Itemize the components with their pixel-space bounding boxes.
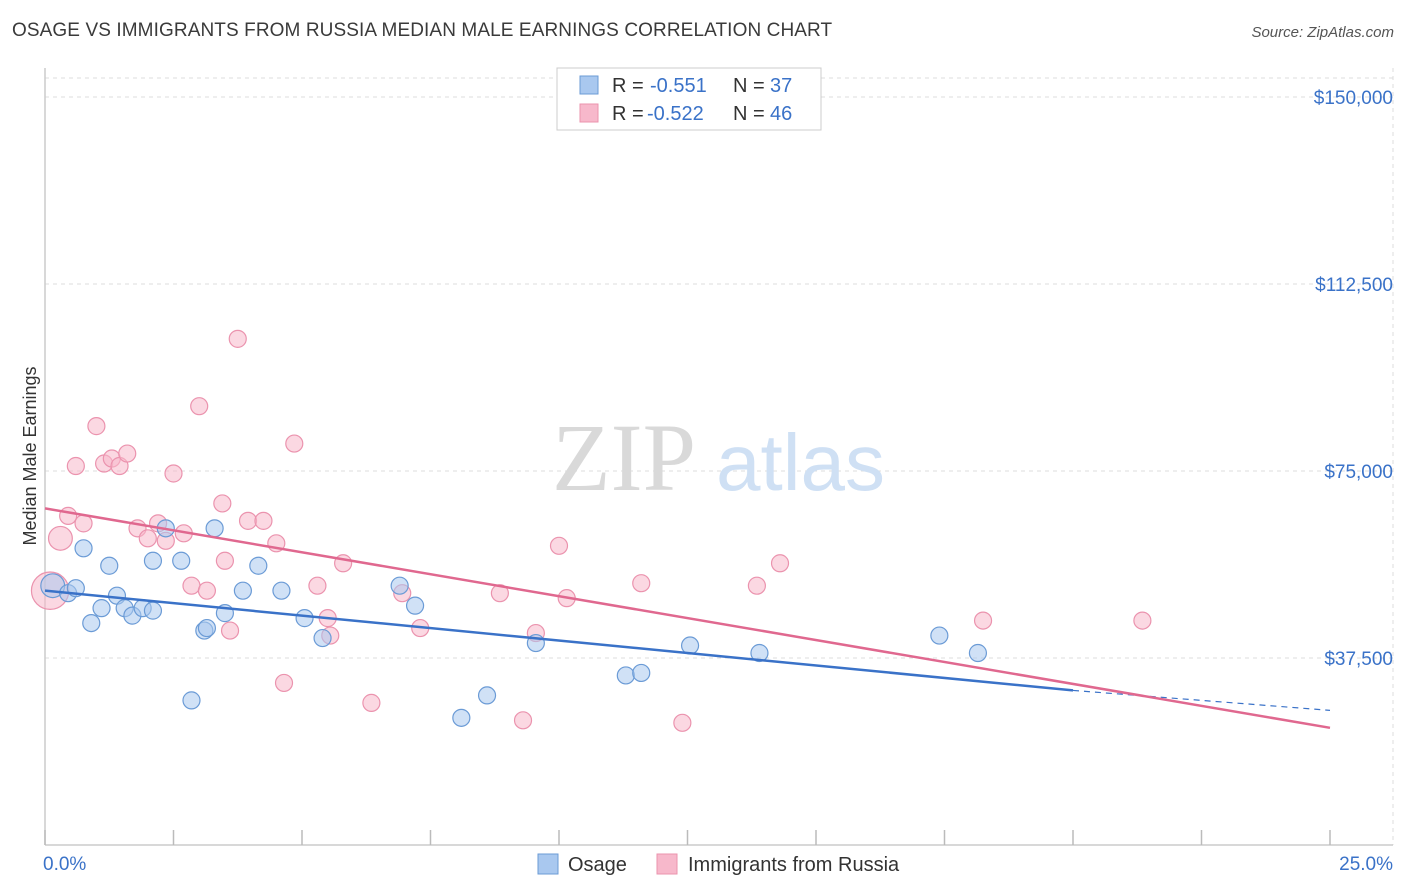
russia-trend-line	[44, 507, 1331, 730]
osage-point	[172, 551, 191, 570]
osage-point	[74, 539, 93, 558]
legend-russia-n-value: 46	[770, 103, 792, 125]
bottom-legend-osage-swatch	[537, 853, 559, 875]
y-tick-label: $37,500	[1324, 649, 1393, 670]
russia-point	[274, 673, 294, 693]
russia-point	[190, 397, 209, 416]
osage-point	[477, 686, 497, 705]
watermark-zip: ZIP	[552, 404, 696, 511]
watermark-atlas: atlas	[716, 418, 885, 507]
osage-point	[272, 581, 291, 600]
russia-point	[182, 576, 201, 595]
osage-point	[92, 599, 111, 618]
legend-osage-n-value: 37	[770, 75, 792, 97]
bottom-legend-russia-label: Immigrants from Russia	[688, 854, 900, 876]
russia-point	[59, 506, 78, 525]
axes	[44, 68, 1393, 846]
russia-point	[632, 574, 651, 593]
russia-point	[164, 464, 183, 483]
russia-point	[549, 536, 569, 555]
osage-point	[313, 628, 332, 648]
y-tick-labels: $37,500 $75,000 $112,500 $150,000	[1314, 88, 1393, 670]
russia-point	[285, 434, 304, 453]
russia-point	[770, 554, 790, 573]
russia-point	[513, 711, 533, 730]
osage-point	[405, 596, 425, 615]
russia-point	[254, 511, 273, 530]
legend-osage-r-value: -0.551	[650, 75, 707, 97]
source-note: Source: ZipAtlas.com	[1251, 24, 1394, 41]
russia-point	[118, 444, 137, 463]
legend-russia-n-label: N =	[733, 103, 765, 125]
y-axis-title: Median Male Earnings	[20, 366, 40, 545]
osage-point	[632, 663, 651, 683]
osage-point	[82, 613, 101, 633]
osage-point	[249, 556, 268, 575]
russia-point	[228, 329, 247, 348]
russia-point	[308, 576, 327, 595]
russia-point	[220, 621, 240, 640]
russia-point	[138, 529, 157, 548]
russia-point	[66, 456, 85, 476]
bottom-legend: Osage Immigrants from Russia	[537, 853, 900, 876]
osage-point	[233, 581, 252, 600]
legend-russia-r-value: -0.522	[647, 103, 704, 125]
x-tick-label: 25.0%	[1339, 854, 1393, 875]
russia-point	[74, 514, 93, 533]
osage-point	[750, 643, 769, 663]
russia-point	[47, 525, 73, 551]
russia-point	[213, 494, 232, 513]
osage-point	[616, 666, 635, 685]
bottom-legend-osage-label: Osage	[568, 854, 627, 876]
legend-russia-swatch	[579, 103, 599, 123]
legend-osage-swatch	[579, 75, 599, 95]
osage-point	[182, 691, 201, 710]
bottom-legend-russia-swatch	[656, 853, 678, 875]
russia-points	[30, 329, 1152, 732]
russia-point	[1133, 611, 1152, 630]
y-tick-label: $75,000	[1324, 462, 1393, 483]
russia-point	[673, 713, 692, 732]
russia-point	[362, 693, 381, 712]
osage-point	[197, 618, 217, 638]
legend-osage-n-label: N =	[733, 75, 765, 97]
russia-point	[197, 581, 217, 600]
x-tick-labels: 0.0% 25.0%	[43, 854, 1393, 875]
osage-point	[968, 643, 988, 663]
y-tick-label: $112,500	[1315, 275, 1393, 296]
osage-point	[452, 708, 471, 727]
x-tick-label: 0.0%	[43, 854, 86, 875]
osage-point	[143, 551, 163, 570]
osage-point	[143, 601, 163, 620]
y-tick-label: $150,000	[1314, 88, 1393, 109]
osage-trend-line	[44, 589, 1074, 692]
osage-trend-extension	[1072, 689, 1331, 711]
x-ticks	[44, 830, 1331, 845]
osage-point	[390, 576, 409, 595]
legend-box: R = -0.551 N = 37 R = -0.522 N = 46	[556, 67, 822, 131]
legend-russia-r-label: R =	[612, 103, 644, 125]
russia-point	[87, 417, 106, 436]
russia-point	[747, 576, 766, 595]
russia-point	[215, 551, 234, 570]
russia-point	[973, 611, 993, 630]
trend-lines	[44, 507, 1331, 730]
legend-frame	[556, 67, 822, 131]
osage-point	[100, 556, 119, 575]
russia-point	[490, 584, 509, 603]
osage-points	[40, 519, 988, 727]
osage-point	[295, 609, 314, 628]
chart-title: OSAGE VS IMMIGRANTS FROM RUSSIA MEDIAN M…	[12, 20, 833, 41]
osage-point	[205, 519, 224, 538]
osage-point	[930, 626, 949, 645]
russia-point	[238, 511, 258, 530]
legend-osage-r-label: R =	[612, 75, 644, 97]
watermark: ZIP atlas	[552, 404, 885, 511]
